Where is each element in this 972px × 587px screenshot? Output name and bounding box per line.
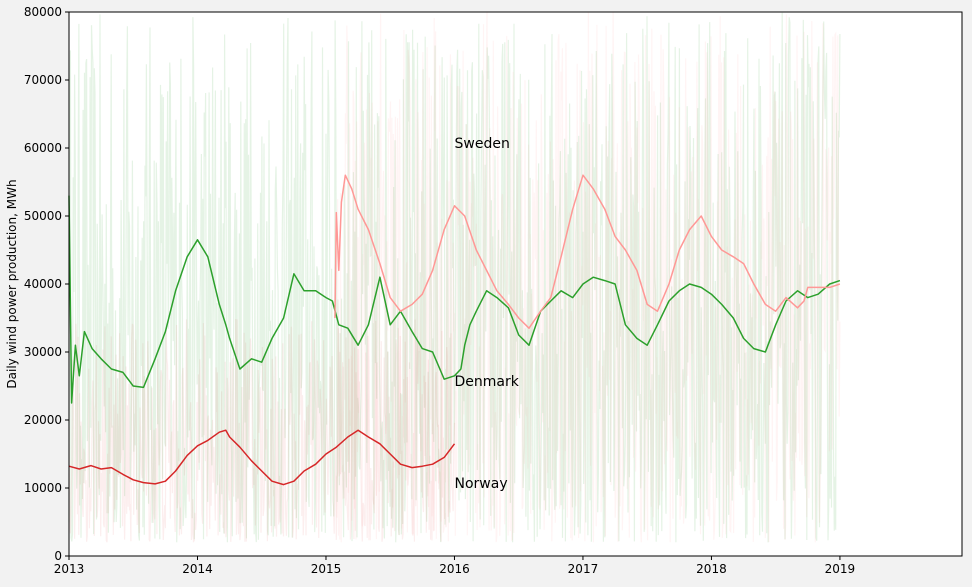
daily-values-series-2: [68, 318, 456, 543]
x-tick-label: 2015: [311, 562, 342, 576]
series-line-2: [68, 429, 456, 486]
x-tick-label: 2018: [696, 562, 727, 576]
y-tick-label: 30000: [24, 345, 62, 359]
y-tick-label: 50000: [24, 209, 62, 223]
daily-values-layer: [68, 11, 841, 543]
daily-values-series-1: [335, 11, 841, 543]
x-axis: 2013 2014 2015 2016 2017 2018 2019: [54, 556, 855, 576]
x-tick-label: 2014: [182, 562, 213, 576]
annotation-norway: Norway: [455, 476, 508, 492]
series-line-0: [68, 195, 841, 404]
x-tick-label: 2019: [825, 562, 856, 576]
daily-values-series-0: [68, 12, 841, 543]
y-tick-label: 80000: [24, 5, 62, 19]
y-axis: 0 10000 20000 30000 40000 50000 60000 70000 8000…: [24, 5, 69, 563]
y-tick-label: 10000: [24, 481, 62, 495]
annotation-denmark: Denmark: [455, 374, 520, 390]
y-tick-label: 60000: [24, 141, 62, 155]
series-layer: [68, 174, 841, 486]
y-tick-label: 0: [54, 549, 62, 563]
y-tick-label: 40000: [24, 277, 62, 291]
series-line-1: [334, 174, 841, 329]
y-tick-label: 70000: [24, 73, 62, 87]
x-tick-label: 2017: [568, 562, 599, 576]
y-axis-label: Daily wind power production, MWh: [5, 179, 19, 388]
plot-area: [69, 12, 962, 556]
x-tick-label: 2013: [54, 562, 85, 576]
annotation-sweden: Sweden: [455, 136, 510, 152]
annotation-layer: Sweden Denmark Norway: [455, 136, 520, 492]
x-tick-label: 2016: [439, 562, 470, 576]
y-tick-label: 20000: [24, 413, 62, 427]
